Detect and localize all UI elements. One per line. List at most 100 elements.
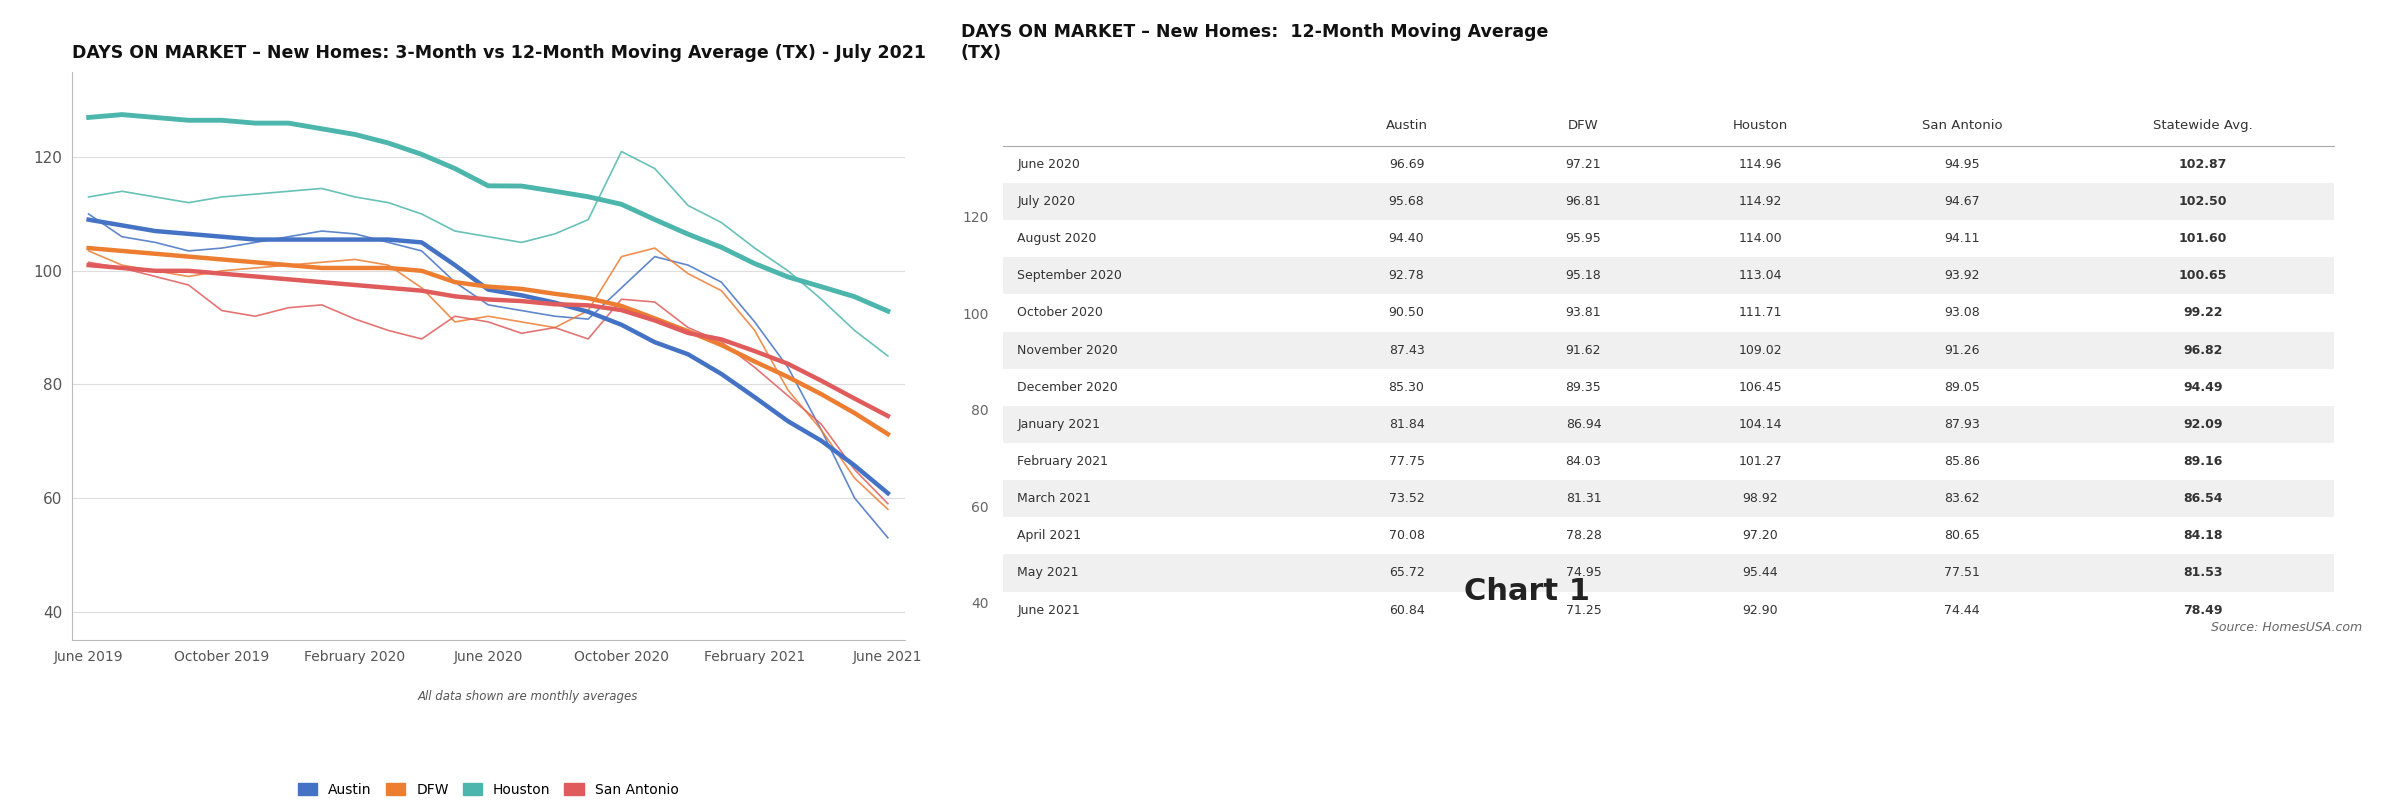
Text: 95.44: 95.44 [1742,566,1778,579]
Text: August 2020: August 2020 [1018,232,1097,245]
Text: 92.09: 92.09 [2184,418,2222,431]
Text: 96.81: 96.81 [1565,195,1601,208]
Text: 100.65: 100.65 [2179,270,2227,282]
Text: 95.95: 95.95 [1565,232,1601,245]
Text: 114.96: 114.96 [1738,158,1783,171]
Text: San Antonio: San Antonio [1922,119,2002,133]
Text: 111.71: 111.71 [1738,306,1783,319]
Text: 93.08: 93.08 [1944,306,1980,319]
Text: DAYS ON MARKET – New Homes:  12-Month Moving Average
(TX): DAYS ON MARKET – New Homes: 12-Month Mov… [960,23,1548,62]
Text: 100: 100 [962,308,989,322]
Text: 114.92: 114.92 [1738,195,1783,208]
Text: June 2020: June 2020 [1018,158,1080,171]
Text: April 2021: April 2021 [1018,530,1082,542]
Text: 85.30: 85.30 [1390,381,1426,394]
Text: 86.54: 86.54 [2184,492,2222,505]
Text: 120: 120 [962,211,989,226]
Bar [1003,480,2333,518]
Text: 94.67: 94.67 [1944,195,1980,208]
Bar [1003,554,2333,591]
Text: 74.44: 74.44 [1944,603,1980,617]
Text: 90.50: 90.50 [1390,306,1426,319]
Text: 96.82: 96.82 [2184,344,2222,357]
Text: 91.26: 91.26 [1944,344,1980,357]
Text: 87.93: 87.93 [1944,418,1980,431]
Text: September 2020: September 2020 [1018,270,1123,282]
Text: March 2021: March 2021 [1018,492,1092,505]
Text: 92.78: 92.78 [1390,270,1426,282]
Text: 84.18: 84.18 [2184,530,2222,542]
Text: 93.92: 93.92 [1944,270,1980,282]
Text: 74.95: 74.95 [1565,566,1601,579]
Text: Statewide Avg.: Statewide Avg. [2153,119,2254,133]
Text: 96.69: 96.69 [1390,158,1423,171]
Text: 89.05: 89.05 [1944,381,1980,394]
Legend: Austin, DFW, Houston, San Antonio: Austin, DFW, Houston, San Antonio [290,775,686,800]
Text: 78.49: 78.49 [2184,603,2222,617]
Text: 81.31: 81.31 [1565,492,1601,505]
Text: All data shown are monthly averages: All data shown are monthly averages [418,690,638,703]
Text: Austin: Austin [1385,119,1428,133]
Text: 97.21: 97.21 [1565,158,1601,171]
Text: Houston: Houston [1733,119,1788,133]
Text: 104.14: 104.14 [1738,418,1783,431]
Text: October 2020: October 2020 [1018,306,1104,319]
Text: February 2021: February 2021 [1018,455,1109,468]
Text: 95.18: 95.18 [1565,270,1601,282]
Text: 85.86: 85.86 [1944,455,1980,468]
Text: 40: 40 [972,598,989,611]
Text: 60: 60 [972,501,989,515]
Text: 83.62: 83.62 [1944,492,1980,505]
Text: 80.65: 80.65 [1944,530,1980,542]
Text: 87.43: 87.43 [1390,344,1426,357]
Text: 84.03: 84.03 [1565,455,1601,468]
Text: July 2020: July 2020 [1018,195,1075,208]
Text: 77.75: 77.75 [1390,455,1426,468]
Text: 109.02: 109.02 [1738,344,1783,357]
Text: 93.81: 93.81 [1565,306,1601,319]
Text: 86.94: 86.94 [1565,418,1601,431]
Text: 98.92: 98.92 [1742,492,1778,505]
Text: December 2020: December 2020 [1018,381,1118,394]
Text: 80: 80 [972,404,989,418]
Text: 81.53: 81.53 [2184,566,2222,579]
Text: 94.11: 94.11 [1944,232,1980,245]
Text: 89.35: 89.35 [1565,381,1601,394]
Text: DFW: DFW [1567,119,1598,133]
Text: May 2021: May 2021 [1018,566,1080,579]
Text: 89.16: 89.16 [2184,455,2222,468]
Text: 114.00: 114.00 [1738,232,1783,245]
Text: January 2021: January 2021 [1018,418,1099,431]
Bar [1003,183,2333,220]
Text: 106.45: 106.45 [1738,381,1783,394]
Bar [1003,331,2333,369]
Text: June 2021: June 2021 [1018,603,1080,617]
Text: 70.08: 70.08 [1390,530,1426,542]
Text: 97.20: 97.20 [1742,530,1778,542]
Text: 77.51: 77.51 [1944,566,1980,579]
Text: 113.04: 113.04 [1738,270,1783,282]
Text: 101.60: 101.60 [2179,232,2227,245]
Bar [1003,406,2333,443]
Text: 94.49: 94.49 [2184,381,2222,394]
Text: Chart 1: Chart 1 [1464,577,1589,606]
Text: 91.62: 91.62 [1565,344,1601,357]
Text: 65.72: 65.72 [1390,566,1426,579]
Text: 99.22: 99.22 [2184,306,2222,319]
Text: Source: HomesUSA.com: Source: HomesUSA.com [2210,622,2362,634]
Text: 81.84: 81.84 [1390,418,1426,431]
Text: 102.87: 102.87 [2179,158,2227,171]
Bar [1003,258,2333,294]
Text: DAYS ON MARKET – New Homes: 3-Month vs 12-Month Moving Average (TX) - July 2021: DAYS ON MARKET – New Homes: 3-Month vs 1… [72,44,926,62]
Text: 71.25: 71.25 [1565,603,1601,617]
Text: 94.95: 94.95 [1944,158,1980,171]
Text: 95.68: 95.68 [1390,195,1426,208]
Text: 60.84: 60.84 [1390,603,1426,617]
Text: 101.27: 101.27 [1738,455,1783,468]
Text: 102.50: 102.50 [2179,195,2227,208]
Text: 92.90: 92.90 [1742,603,1778,617]
Text: 78.28: 78.28 [1565,530,1601,542]
Text: November 2020: November 2020 [1018,344,1118,357]
Text: 73.52: 73.52 [1390,492,1426,505]
Text: 94.40: 94.40 [1390,232,1423,245]
